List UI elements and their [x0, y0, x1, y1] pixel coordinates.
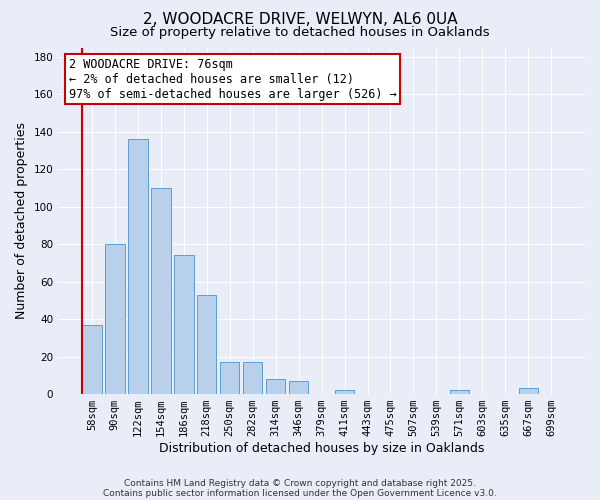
Bar: [243, 362, 262, 394]
Bar: [128, 140, 148, 394]
Y-axis label: Number of detached properties: Number of detached properties: [15, 122, 28, 320]
Bar: [197, 295, 217, 394]
X-axis label: Distribution of detached houses by size in Oaklands: Distribution of detached houses by size …: [159, 442, 484, 455]
Text: 2, WOODACRE DRIVE, WELWYN, AL6 0UA: 2, WOODACRE DRIVE, WELWYN, AL6 0UA: [143, 12, 457, 28]
Bar: [151, 188, 170, 394]
Bar: [220, 362, 239, 394]
Bar: [174, 256, 194, 394]
Bar: [266, 379, 286, 394]
Text: 2 WOODACRE DRIVE: 76sqm
← 2% of detached houses are smaller (12)
97% of semi-det: 2 WOODACRE DRIVE: 76sqm ← 2% of detached…: [69, 58, 397, 101]
Bar: [289, 381, 308, 394]
Bar: [82, 325, 101, 394]
Text: Size of property relative to detached houses in Oaklands: Size of property relative to detached ho…: [110, 26, 490, 39]
Bar: [335, 390, 355, 394]
Text: Contains HM Land Registry data © Crown copyright and database right 2025.: Contains HM Land Registry data © Crown c…: [124, 478, 476, 488]
Bar: [449, 390, 469, 394]
Bar: [518, 388, 538, 394]
Text: Contains public sector information licensed under the Open Government Licence v3: Contains public sector information licen…: [103, 488, 497, 498]
Bar: [105, 244, 125, 394]
